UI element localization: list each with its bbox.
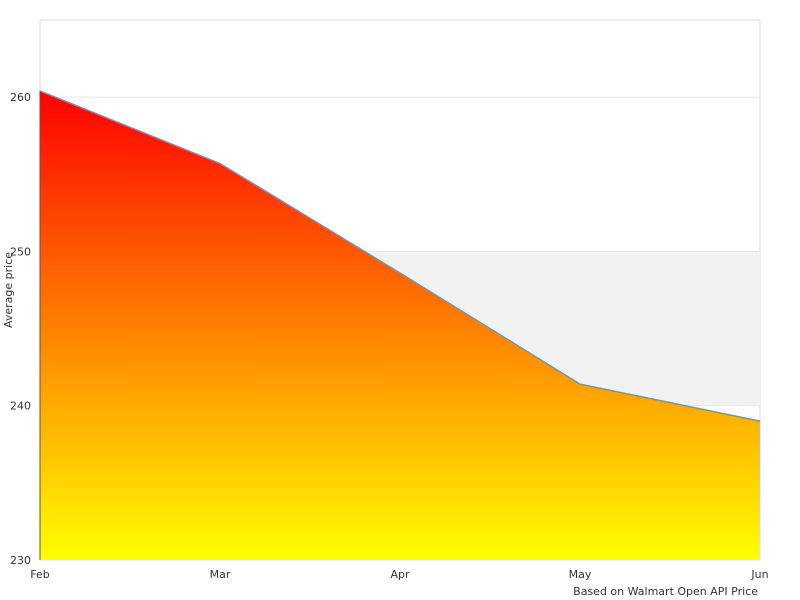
data-point	[399, 272, 401, 274]
y-tick-label: 240	[10, 400, 31, 413]
y-tick-label: 230	[10, 554, 31, 567]
x-tick-label: Apr	[390, 568, 410, 581]
x-tick-label: Feb	[30, 568, 49, 581]
x-tick-label: May	[569, 568, 592, 581]
y-tick-label: 250	[10, 245, 31, 258]
data-point	[219, 162, 221, 164]
x-tick-label: Mar	[210, 568, 231, 581]
y-axis-label: Average price	[2, 252, 15, 328]
data-point	[579, 383, 581, 385]
y-tick-label: 260	[10, 91, 31, 104]
area-fill	[40, 90, 760, 560]
x-tick-label: Jun	[750, 568, 768, 581]
data-point	[759, 420, 761, 422]
credit-text: Based on Walmart Open API Price	[573, 585, 758, 598]
